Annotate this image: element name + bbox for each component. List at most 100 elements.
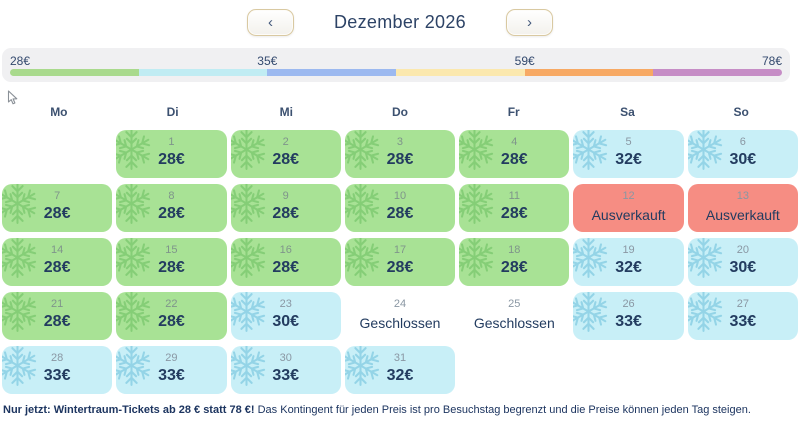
prev-month-button[interactable]: ‹: [247, 9, 294, 36]
price-legend-labels: 28€ 35€ 59€ 78€: [10, 54, 782, 68]
day-number: 17: [393, 244, 407, 256]
day-number: 12: [622, 190, 635, 202]
calendar-day-cell[interactable]: 23 30€: [230, 292, 341, 340]
snowflake-icon: [687, 238, 722, 278]
calendar-day-cell[interactable]: 26 33€: [573, 292, 684, 340]
calendar-day-cell[interactable]: 7 28€: [2, 184, 113, 232]
day-status: Ausverkauft: [591, 206, 666, 223]
calendar-day-cell[interactable]: 27 33€: [687, 292, 798, 340]
month-title: Dezember 2026: [334, 12, 466, 32]
snowflake-icon: [459, 238, 494, 278]
day-price: 28€: [43, 312, 71, 330]
snowflake-icon: [573, 292, 608, 332]
day-price: 28€: [43, 204, 71, 222]
snowflake-icon: [459, 184, 494, 224]
snowflake-icon: [230, 238, 265, 278]
calendar-day-cell[interactable]: 30 33€: [230, 346, 341, 394]
calendar-day-cell: 13 Ausverkauft: [687, 184, 798, 232]
calendar-day-cell[interactable]: 22 28€: [116, 292, 227, 340]
day-price: 32€: [615, 150, 642, 168]
snowflake-icon: [230, 130, 265, 170]
snowflake-icon: [2, 184, 37, 224]
empty-cell: [573, 346, 683, 394]
snowflake-icon: [230, 292, 265, 332]
snowflake-icon: [459, 130, 494, 170]
snowflake-icon: [230, 184, 265, 224]
day-number: 22: [165, 298, 178, 310]
next-month-button[interactable]: ›: [506, 9, 553, 36]
day-number: 9: [282, 190, 289, 202]
calendar-day-cell[interactable]: 21 28€: [2, 292, 113, 340]
calendar-day-cell[interactable]: 16 28€: [230, 238, 341, 286]
empty-cell: [688, 346, 798, 394]
calendar-day-cell[interactable]: 11 28€: [459, 184, 570, 232]
day-price: 28€: [386, 204, 414, 222]
price-high-purple-segment: [653, 69, 782, 76]
calendar-day-cell[interactable]: 15 28€: [116, 238, 227, 286]
calendar-day-cell[interactable]: 20 30€: [687, 238, 798, 286]
calendar-day-cell[interactable]: 5 32€: [573, 130, 684, 178]
day-number: 13: [736, 190, 749, 202]
calendar-day-cell[interactable]: 9 28€: [230, 184, 341, 232]
calendar-day-cell[interactable]: 17 28€: [344, 238, 456, 286]
calendar-day-cell[interactable]: 29 33€: [116, 346, 227, 394]
day-price: 33€: [615, 312, 642, 330]
calendar-day-cell[interactable]: 6 30€: [687, 130, 798, 178]
snowflake-icon: [116, 292, 151, 332]
day-number: 23: [279, 298, 292, 310]
day-status: Geschlossen: [359, 314, 441, 331]
snowflake-icon: [344, 346, 379, 386]
calendar-day-cell[interactable]: 31 32€: [344, 346, 456, 394]
day-price: 28€: [158, 204, 185, 222]
calendar-day-cell[interactable]: 2 28€: [230, 130, 341, 178]
day-number: 16: [279, 244, 292, 256]
calendar-day-cell[interactable]: 4 28€: [459, 130, 570, 178]
snowflake-icon: [687, 130, 722, 170]
weekday-row: Mo Di Mi Do Fr Sa So: [0, 105, 800, 119]
day-price: 33€: [43, 366, 71, 384]
calendar-day-cell: 25 Geschlossen: [459, 292, 569, 340]
weekday-label: Di: [166, 105, 179, 119]
day-price: 28€: [158, 150, 185, 168]
day-price: 28€: [158, 312, 185, 330]
calendar-day-cell[interactable]: 8 28€: [116, 184, 227, 232]
calendar-day-cell[interactable]: 1 28€: [116, 130, 227, 178]
day-number: 29: [165, 352, 178, 364]
day-number: 30: [279, 352, 292, 364]
price-cream-segment: [396, 69, 525, 76]
weekday-label: Mi: [279, 105, 293, 119]
day-price: 28€: [500, 258, 528, 276]
calendar-day-cell[interactable]: 3 28€: [344, 130, 456, 178]
calendar-day-cell[interactable]: 28 33€: [2, 346, 113, 394]
snowflake-icon: [2, 346, 37, 386]
price-legend-label: 35€: [257, 54, 278, 68]
snowflake-icon: [2, 292, 37, 332]
day-number: 4: [511, 136, 518, 148]
calendar-day-cell[interactable]: 19 32€: [573, 238, 684, 286]
snowflake-icon: [344, 184, 379, 224]
day-price: 28€: [500, 150, 528, 168]
price-legend-label: 28€: [10, 54, 31, 68]
day-status: Ausverkauft: [705, 206, 780, 223]
day-number: 8: [168, 190, 175, 202]
mouse-cursor-icon: [7, 90, 18, 105]
price-cyan-segment: [138, 69, 268, 76]
calendar-day-cell[interactable]: 14 28€: [2, 238, 113, 286]
snowflake-icon: [2, 238, 37, 278]
calendar-day-cell: 12 Ausverkauft: [573, 184, 684, 232]
promo-note-highlight: Nur jetzt: Wintertraum-Tickets ab 28 € s…: [3, 404, 255, 416]
calendar-day-cell[interactable]: 18 28€: [459, 238, 570, 286]
day-price: 33€: [729, 312, 757, 330]
day-number: 25: [508, 298, 521, 310]
calendar-day-cell[interactable]: 10 28€: [344, 184, 456, 232]
day-price: 28€: [272, 258, 300, 276]
day-number: 6: [739, 136, 746, 148]
weekday-label: So: [733, 105, 749, 119]
snowflake-icon: [116, 238, 151, 278]
day-number: 31: [393, 352, 407, 364]
weekday-label: Sa: [620, 105, 635, 119]
day-price: 30€: [729, 258, 757, 276]
day-number: 15: [165, 244, 178, 256]
price-gradient-bar: [10, 69, 782, 76]
weekday-label: Mo: [50, 105, 68, 119]
